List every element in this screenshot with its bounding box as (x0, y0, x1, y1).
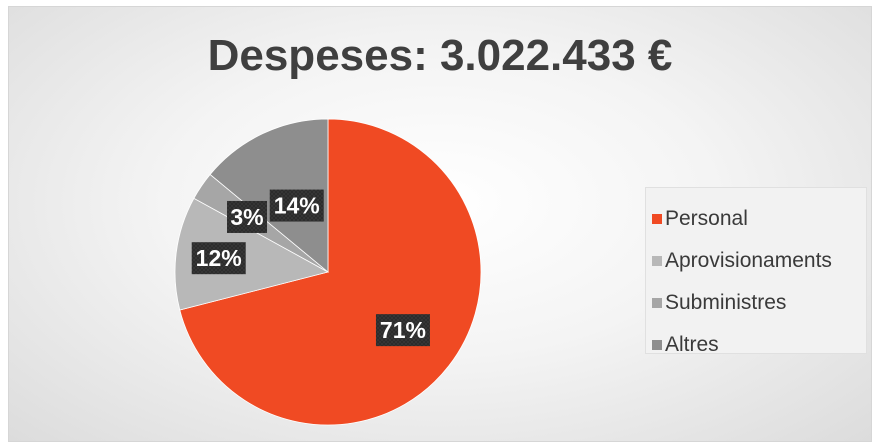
legend-label-aprovisionaments: Aprovisionaments (665, 249, 832, 272)
data-label-text-personal: 71% (380, 317, 426, 343)
legend-label-altres: Altres (665, 333, 719, 356)
legend-swatch-subministres (652, 298, 662, 308)
legend-label-personal: Personal (665, 207, 748, 230)
legend-swatch-altres (652, 340, 662, 350)
data-label-text-aprovisionaments: 12% (196, 245, 242, 271)
legend-item-altres: Altres (652, 324, 866, 366)
pie-slice-personal (179, 118, 482, 426)
pie-slice-altres (209, 118, 329, 273)
data-label-box-aprovisionaments (191, 242, 246, 275)
chart-title: Despeses: 3.022.433 € (207, 31, 673, 80)
data-label-text-subministres: 3% (230, 204, 263, 230)
legend-label-subministres: Subministres (665, 291, 787, 314)
legend: Personal Aprovisionaments Subministres A… (645, 187, 867, 356)
pie-chart: 71% 12% 3% 14% (174, 118, 482, 426)
pie-slice-aprovisionaments (174, 197, 330, 311)
data-label-altres: 14% (269, 189, 324, 222)
data-label-subministres: 3% (227, 200, 268, 233)
data-label-box-personal (375, 314, 430, 347)
data-label-personal: 71% (375, 314, 430, 347)
data-label-box-subministres (227, 200, 268, 233)
data-label-box-altres (269, 189, 324, 222)
data-label-text-altres: 14% (274, 193, 320, 219)
legend-swatch-personal (652, 214, 662, 224)
legend-item-aprovisionaments: Aprovisionaments (652, 240, 866, 282)
legend-item-personal: Personal (652, 198, 866, 240)
chart-area: Despeses: 3.022.433 € 71% 12% 3% 14% Person… (8, 6, 872, 442)
data-label-aprovisionaments: 12% (191, 242, 246, 275)
legend-swatch-aprovisionaments (652, 256, 662, 266)
legend-item-subministres: Subministres (652, 282, 866, 324)
